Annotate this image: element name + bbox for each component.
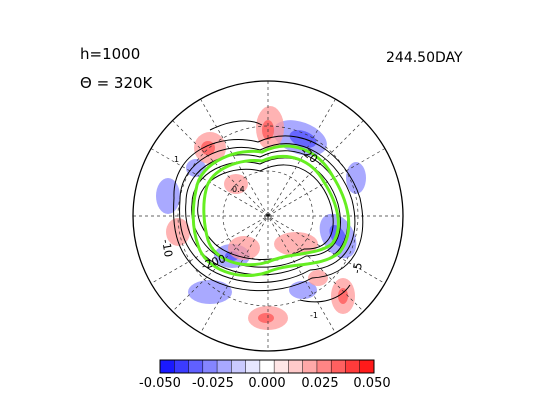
colorbar-tick-label: 0.050 <box>353 376 391 391</box>
colorbar-swatch <box>331 360 346 373</box>
colorbar-swatch <box>288 360 303 373</box>
colorbar-swatch <box>345 360 361 373</box>
pole-marker <box>264 212 272 220</box>
colorbar-tick-label: -0.050 <box>139 376 181 391</box>
colorbar-swatch <box>174 360 189 373</box>
colorbar-swatch <box>160 360 175 373</box>
colorbar-frame <box>159 359 375 374</box>
theta-label: Θ = 320K <box>80 74 153 92</box>
contour-label: 0.4 <box>232 185 245 194</box>
colorbar-swatch <box>302 360 318 373</box>
contour-label: -1 <box>310 311 318 320</box>
colorbar <box>159 359 375 374</box>
colorbar-swatch <box>316 360 332 373</box>
colorbar-swatch <box>202 360 218 373</box>
colorbar-tick-label: -0.025 <box>192 376 234 391</box>
colorbar-swatch <box>259 360 275 373</box>
contour-label: -10 <box>159 238 175 258</box>
contour-label: 1 <box>174 155 179 164</box>
map-boundary <box>132 80 404 352</box>
colorbar-swatch <box>217 360 232 373</box>
contour-label: -5 <box>350 261 365 274</box>
colorbar-swatch <box>274 360 289 373</box>
colorbar-tick-label: 0.000 <box>248 376 286 391</box>
colorbar-swatch <box>359 360 375 373</box>
colorbar-swatch <box>231 360 246 373</box>
h-label: h=1000 <box>80 45 141 63</box>
colorbar-tick-label: 0.025 <box>301 376 339 391</box>
colorbar-swatch <box>188 360 204 373</box>
green-contours <box>191 144 351 277</box>
colorbar-swatch <box>245 360 261 373</box>
day-label: 244.50DAY <box>386 50 463 66</box>
